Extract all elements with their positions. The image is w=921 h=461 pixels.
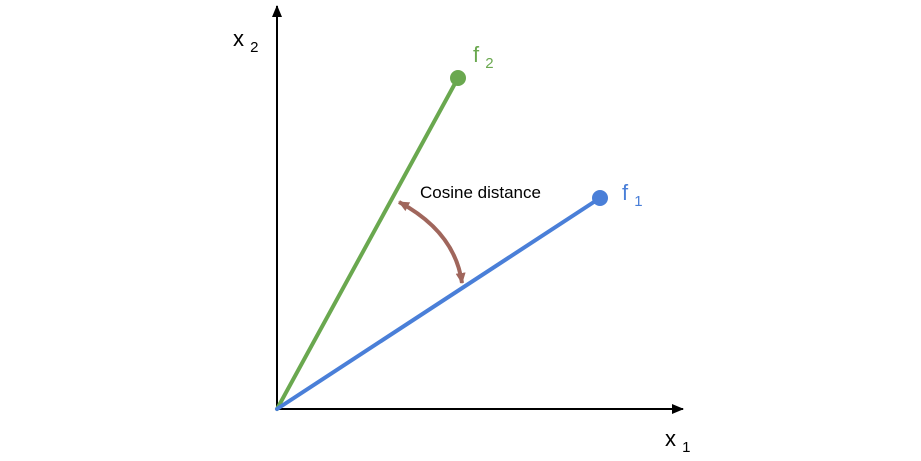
angle-arc xyxy=(398,200,466,284)
vector-f1-endpoint xyxy=(592,190,608,206)
vector-f2-line xyxy=(275,76,460,411)
y-axis-label-base: x xyxy=(233,26,244,51)
vector-f2-label: f 2 xyxy=(473,42,494,72)
vector-f1-line xyxy=(275,196,602,411)
vector-f2-label-subscript: 2 xyxy=(485,55,493,72)
y-axis-label-subscript: 2 xyxy=(250,39,258,56)
vector-f1-label: f 1 xyxy=(622,180,643,210)
vector-f2-label-base: f xyxy=(473,42,480,67)
x-axis-label: x 1 xyxy=(665,426,690,456)
vector-f2-endpoint xyxy=(450,70,466,86)
y-axis-label: x 2 xyxy=(233,26,258,56)
angle-label: Cosine distance xyxy=(420,183,541,202)
vector-f1-label-subscript: 1 xyxy=(634,193,642,210)
vector-f1-label-base: f xyxy=(622,180,629,205)
x-axis-label-base: x xyxy=(665,426,676,451)
x-axis-label-subscript: 1 xyxy=(682,439,690,456)
